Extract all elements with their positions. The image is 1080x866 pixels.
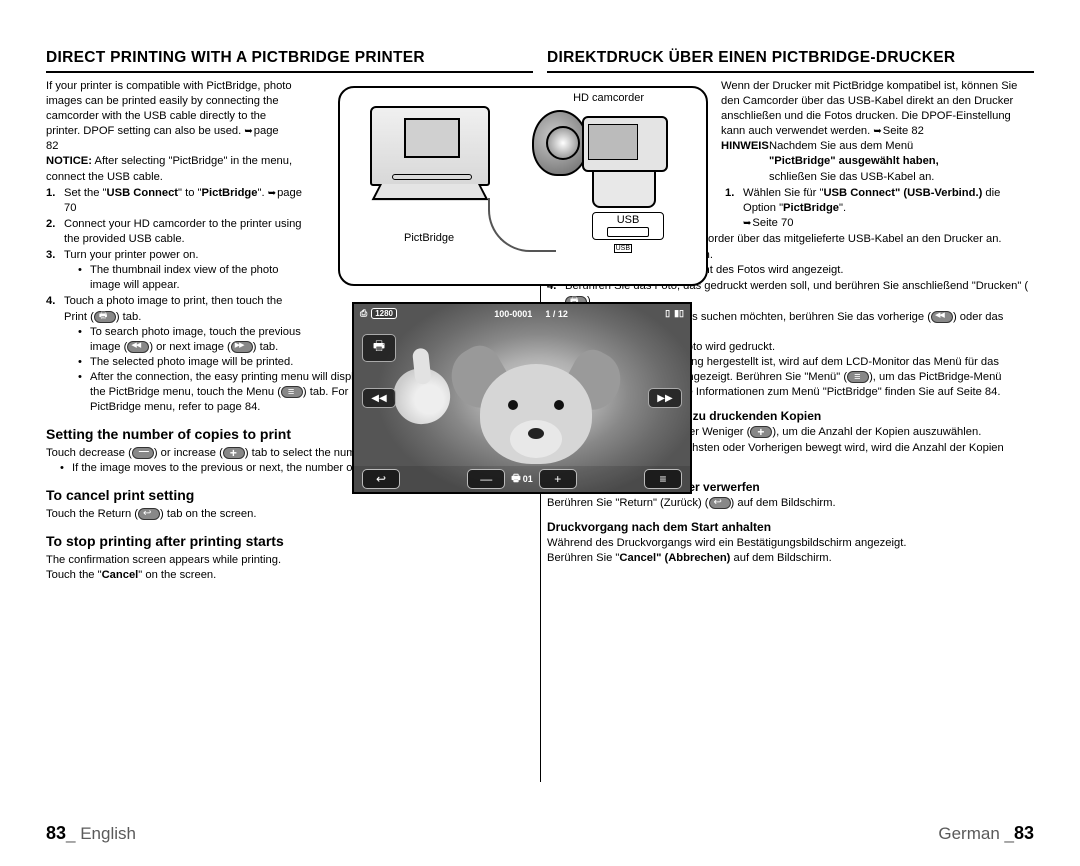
- screenshot-bottom-bar: ↩ — 01 + ≡: [354, 466, 690, 492]
- screenshot-top-bar: ⎙ 1280 100-0001 1 / 12 ▯ ▮▯: [360, 308, 684, 319]
- printer-illustration: [370, 106, 490, 206]
- file-number: 100-0001: [494, 309, 532, 319]
- pictbridge-label: PictBridge: [404, 232, 454, 244]
- en-lang: English: [80, 824, 136, 843]
- de-stop-1: Während des Druckvorgangs wird ein Bestä…: [547, 536, 1034, 551]
- en-step-3: 3.Turn your printer power on. The thumbn…: [46, 248, 304, 293]
- en-h-stop: To stop printing after printing starts: [46, 532, 533, 551]
- copies-count: 01: [511, 471, 532, 488]
- de-intro: Wenn der Drucker mit PictBridge kompatib…: [721, 79, 1034, 139]
- next-button[interactable]: ▶▶: [648, 388, 682, 408]
- pb-status-icon: ⎙: [360, 308, 367, 319]
- usb-cable: [488, 198, 556, 252]
- de-cancel-text: Berühren Sie "Return" (Zurück) () auf de…: [547, 496, 1034, 511]
- de-stop-2: Berühren Sie "Cancel" (Abbrechen) auf de…: [547, 551, 1034, 566]
- en-step-1: 1. Set the "USB Connect" to "PictBridge"…: [46, 186, 304, 216]
- battery-icon: ▮▯: [674, 308, 684, 319]
- en-title: DIRECT PRINTING WITH A PICTBRIDGE PRINTE…: [46, 48, 533, 73]
- en-intro: If your printer is compatible with PictB…: [46, 79, 294, 155]
- de-intro-pagelink: Seite 82: [873, 125, 923, 137]
- menu-button[interactable]: ≡: [644, 469, 682, 489]
- en-stop-1: The confirmation screen appears while pr…: [46, 553, 533, 568]
- en-notice-label: NOTICE:: [46, 155, 92, 167]
- en-cancel-text: Touch the Return () tab on the screen.: [46, 507, 533, 522]
- minus-button[interactable]: —: [467, 469, 505, 489]
- plus-icon: [750, 426, 772, 438]
- lcd-screenshot: ⎙ 1280 100-0001 1 / 12 ▯ ▮▯ 🖶 ◀◀ ▶▶ ↩ — 0…: [352, 302, 692, 494]
- print-icon: [94, 311, 116, 323]
- menu-icon: [281, 386, 303, 398]
- return-icon: [709, 497, 731, 509]
- en-steps: 1. Set the "USB Connect" to "PictBridge"…: [46, 186, 304, 416]
- en-step-2: 2.Connect your HD camcorder to the print…: [46, 217, 304, 247]
- usb-tiny-label: USB: [614, 244, 632, 253]
- usb-port-label: USB: [592, 212, 664, 240]
- de-step-1: 1. Wählen Sie für "USB Connect" (USB-Ver…: [725, 186, 1034, 231]
- prev-button[interactable]: ◀◀: [362, 388, 396, 408]
- de-title: DIREKTDRUCK ÜBER EINEN PICTBRIDGE-DRUCKE…: [547, 48, 1034, 73]
- counter: 1 / 12: [545, 309, 568, 319]
- next-icon: [231, 341, 253, 353]
- de-lang: German: [938, 824, 999, 843]
- plus-button[interactable]: +: [539, 469, 577, 489]
- return-icon: [138, 508, 160, 520]
- prev-icon: [127, 341, 149, 353]
- camcorder-label: HD camcorder: [573, 92, 644, 104]
- prev-icon: [931, 311, 953, 323]
- de-notice: HINWEIS Nachdem Sie aus dem Menü "PictBr…: [721, 139, 1034, 184]
- en-notice: NOTICE: After selecting "PictBridge" in …: [46, 154, 294, 184]
- card-icon: ▯: [665, 308, 670, 319]
- en-stop-2: Touch the "Cancel" on the screen.: [46, 568, 533, 583]
- menu-icon: [847, 371, 869, 383]
- return-button[interactable]: ↩: [362, 469, 400, 489]
- page-footer: 83_ English German _83: [46, 823, 1034, 844]
- touch-hand-icon: [386, 360, 458, 432]
- en-step-4: 4. Touch a photo image to print, then to…: [46, 294, 304, 415]
- de-h-stop: Druckvorgang nach dem Start anhalten: [547, 519, 1034, 535]
- camcorder-illustration: [528, 102, 678, 212]
- en-page-number: 83: [46, 823, 66, 843]
- connection-diagram: PictBridge HD camcorder USB USB: [338, 86, 708, 286]
- minus-icon: [132, 447, 154, 459]
- de-page-number: 83: [1014, 823, 1034, 843]
- de-notice-label: HINWEIS: [721, 139, 769, 154]
- print-button[interactable]: 🖶: [362, 334, 396, 362]
- de-intro-text: Wenn der Drucker mit PictBridge kompatib…: [721, 80, 1017, 137]
- res-badge: 1280: [371, 308, 397, 319]
- plus-icon: [223, 447, 245, 459]
